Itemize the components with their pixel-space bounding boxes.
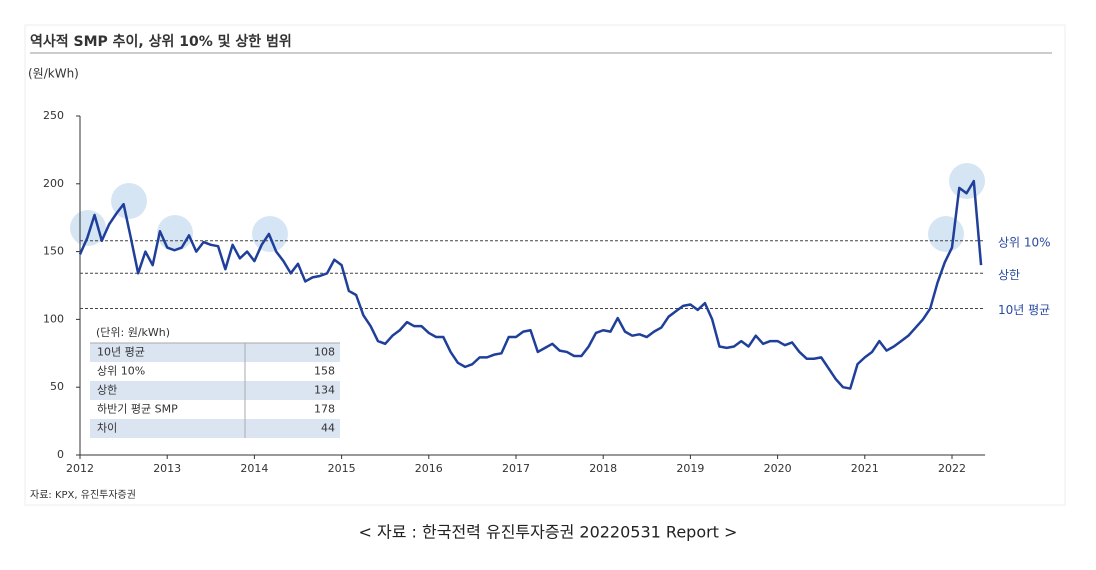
- table-cell: 하반기 평균 SMP: [97, 402, 178, 416]
- table-cell: 44: [321, 422, 335, 435]
- y-tick-label: 50: [50, 380, 64, 393]
- y-tick-label: 0: [57, 448, 64, 461]
- x-tick-label: 2019: [676, 462, 704, 475]
- y-tick-label: 200: [43, 177, 64, 190]
- series-line: [78, 179, 983, 390]
- y-tick-label: 150: [43, 245, 64, 258]
- table-cell: 158: [314, 365, 335, 378]
- x-tick-label: 2022: [938, 462, 966, 475]
- highlight: [70, 210, 106, 246]
- table-cell: 178: [314, 403, 335, 416]
- table-cell: 차이: [97, 422, 117, 435]
- x-tick-label: 2016: [415, 462, 443, 475]
- table-cell: 상한: [97, 384, 117, 397]
- table-row: [90, 362, 340, 381]
- x-tick-label: 2018: [589, 462, 617, 475]
- table-row: [90, 343, 340, 362]
- source: 자료: KPX, 유진투자증권: [30, 489, 136, 501]
- table-row: [90, 419, 340, 438]
- reference-label: 상한: [998, 268, 1020, 282]
- table-cell: 134: [314, 384, 335, 397]
- table-row: [90, 381, 340, 400]
- x-tick-label: 2012: [66, 462, 94, 475]
- x-tick-label: 2013: [153, 462, 181, 475]
- x-tick-label: 2017: [502, 462, 530, 475]
- highlight: [157, 215, 193, 251]
- reference-label: 상위 10%: [998, 235, 1051, 249]
- highlight: [928, 216, 964, 252]
- x-tick-label: 2015: [328, 462, 356, 475]
- table-cell: 108: [314, 346, 335, 359]
- x-tick-label: 2014: [240, 462, 268, 475]
- caption: < 자료 : 한국전력 유진투자증권 20220531 Report >: [359, 523, 738, 542]
- reference-label: 10년 평균: [998, 303, 1050, 317]
- y-tick-label: 250: [43, 109, 64, 122]
- y-tick-label: 100: [43, 312, 64, 325]
- x-tick-label: 2021: [851, 462, 879, 475]
- chart-title: 역사적 SMP 추이, 상위 10% 및 상한 범위: [30, 33, 292, 50]
- table-cell: 상위 10%: [97, 365, 145, 378]
- table-header: (단위: 원/kWh): [96, 326, 170, 339]
- table-row: [90, 400, 340, 419]
- y-unit: (원/kWh): [28, 67, 79, 81]
- x-tick-label: 2020: [764, 462, 792, 475]
- table-cell: 10년 평균: [97, 346, 145, 359]
